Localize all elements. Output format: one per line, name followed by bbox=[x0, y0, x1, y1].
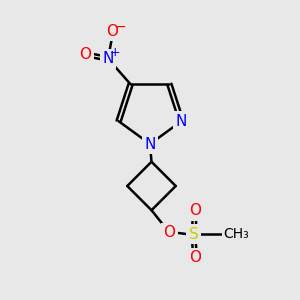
Text: O: O bbox=[189, 250, 201, 265]
Text: O: O bbox=[106, 24, 119, 39]
Text: −: − bbox=[114, 20, 126, 34]
Text: O: O bbox=[164, 225, 175, 240]
Text: S: S bbox=[189, 227, 198, 242]
Text: O: O bbox=[80, 47, 92, 62]
Text: N: N bbox=[144, 136, 156, 152]
Text: +: + bbox=[110, 46, 120, 59]
Text: N: N bbox=[102, 51, 114, 66]
Text: CH₃: CH₃ bbox=[224, 227, 249, 241]
Text: N: N bbox=[176, 114, 187, 129]
Text: O: O bbox=[189, 203, 201, 218]
